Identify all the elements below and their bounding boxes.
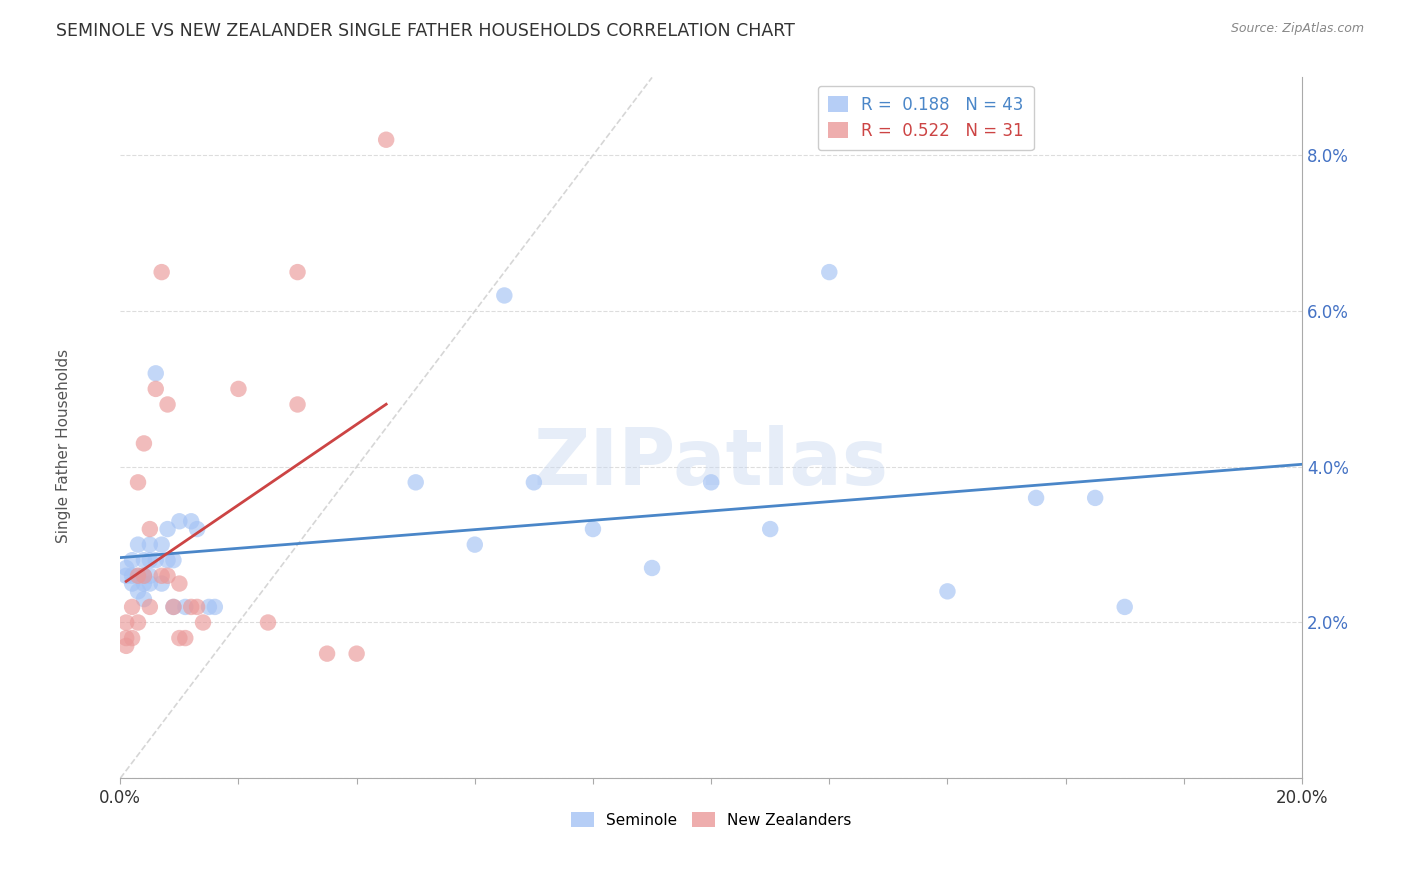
Point — [174, 599, 197, 614]
Text: Source: ZipAtlas.com: Source: ZipAtlas.com — [1230, 22, 1364, 36]
Point — [132, 553, 155, 567]
Point — [1025, 491, 1047, 505]
Text: Single Father Households: Single Father Households — [56, 349, 70, 543]
Point — [162, 599, 184, 614]
Point — [156, 553, 179, 567]
Text: SEMINOLE VS NEW ZEALANDER SINGLE FATHER HOUSEHOLDS CORRELATION CHART: SEMINOLE VS NEW ZEALANDER SINGLE FATHER … — [56, 22, 796, 40]
Point — [494, 288, 516, 302]
Point — [156, 522, 179, 536]
Point — [127, 584, 149, 599]
Point — [150, 576, 173, 591]
Point — [127, 568, 149, 582]
Point — [464, 538, 486, 552]
Point — [156, 397, 179, 411]
Point — [121, 599, 143, 614]
Point — [139, 599, 162, 614]
Point — [150, 568, 173, 582]
Point — [198, 599, 221, 614]
Point — [1084, 491, 1107, 505]
Point — [169, 514, 191, 528]
Point — [139, 538, 162, 552]
Point — [759, 522, 782, 536]
Point — [121, 576, 143, 591]
Legend: Seminole, New Zealanders: Seminole, New Zealanders — [564, 805, 858, 834]
Point — [132, 436, 155, 450]
Text: ZIPatlas: ZIPatlas — [534, 425, 889, 501]
Point — [145, 382, 167, 396]
Point — [145, 367, 167, 381]
Point — [257, 615, 280, 630]
Point — [150, 538, 173, 552]
Point — [191, 615, 214, 630]
Point — [523, 475, 546, 490]
Point — [174, 631, 197, 645]
Point — [582, 522, 605, 536]
Point — [405, 475, 427, 490]
Point — [127, 615, 149, 630]
Point — [346, 647, 368, 661]
Point — [169, 631, 191, 645]
Point — [127, 475, 149, 490]
Point — [936, 584, 959, 599]
Point — [121, 631, 143, 645]
Point — [700, 475, 723, 490]
Point — [162, 599, 184, 614]
Point — [287, 397, 309, 411]
Point — [228, 382, 250, 396]
Point — [316, 647, 339, 661]
Point — [115, 631, 138, 645]
Point — [139, 568, 162, 582]
Point — [287, 265, 309, 279]
Point — [150, 265, 173, 279]
Point — [115, 568, 138, 582]
Point — [132, 568, 155, 582]
Point — [641, 561, 664, 575]
Point — [139, 522, 162, 536]
Point — [180, 599, 202, 614]
Point — [115, 615, 138, 630]
Point — [115, 639, 138, 653]
Point — [132, 568, 155, 582]
Point — [180, 514, 202, 528]
Point — [375, 133, 398, 147]
Point — [115, 561, 138, 575]
Point — [121, 568, 143, 582]
Point — [162, 553, 184, 567]
Point — [186, 522, 208, 536]
Point — [169, 576, 191, 591]
Point — [204, 599, 226, 614]
Point — [818, 265, 841, 279]
Point — [186, 599, 208, 614]
Point — [139, 576, 162, 591]
Point — [145, 553, 167, 567]
Point — [156, 568, 179, 582]
Point — [127, 538, 149, 552]
Point — [121, 553, 143, 567]
Point — [132, 592, 155, 607]
Point — [139, 553, 162, 567]
Point — [127, 568, 149, 582]
Point — [132, 576, 155, 591]
Point — [1114, 599, 1136, 614]
